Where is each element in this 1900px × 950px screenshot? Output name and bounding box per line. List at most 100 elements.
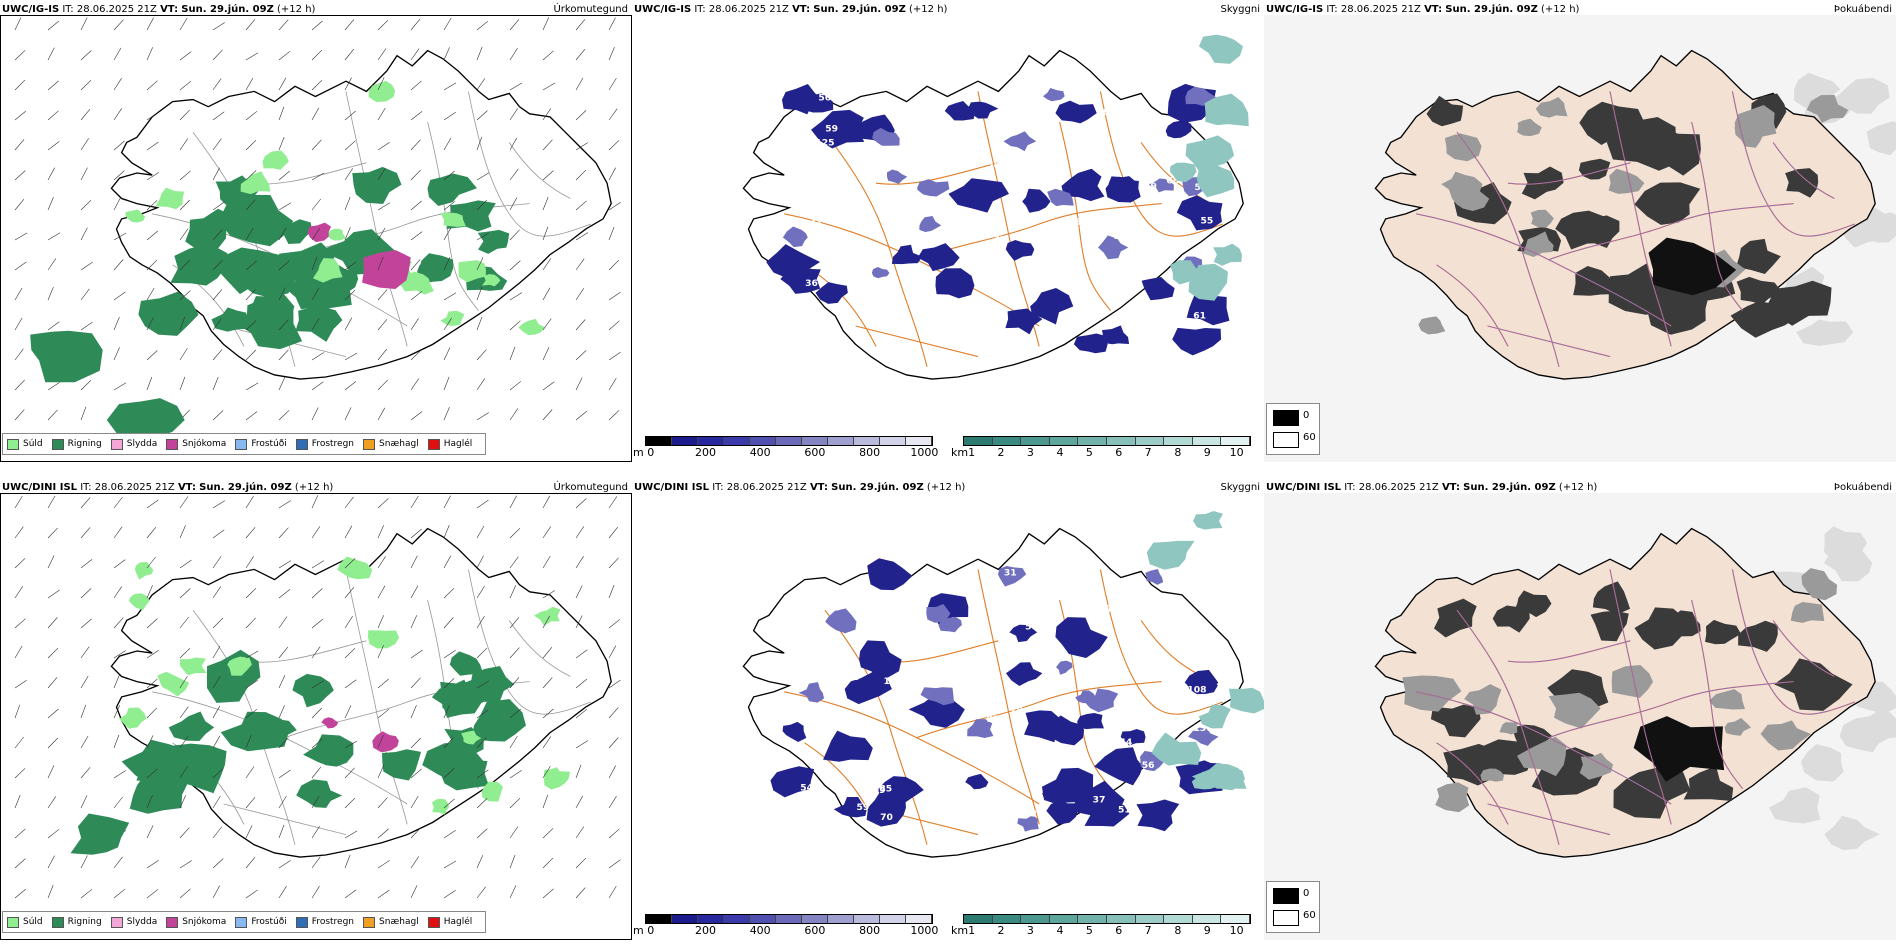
low-visibility-area: [1198, 34, 1243, 64]
legend-swatch: [295, 916, 308, 928]
drizzle-area: [461, 730, 482, 745]
wind-barb: [575, 826, 585, 839]
fog-legend-label: 0: [1303, 410, 1310, 421]
wind-barb: [608, 77, 617, 91]
ceiling-value-label: 61: [1103, 107, 1116, 118]
sea-fog-patch: [1824, 815, 1880, 851]
wind-barb: [608, 584, 615, 599]
ceiling-value-label: 96: [1044, 170, 1057, 181]
ceiling-area-light: [920, 687, 955, 706]
wind-barb: [113, 888, 126, 899]
wind-barb: [146, 259, 158, 271]
wind-barb: [476, 555, 484, 569]
wind-barb: [509, 381, 522, 391]
wind-barb: [476, 855, 484, 869]
fog-index-dark: [1683, 766, 1734, 801]
wind-barb: [278, 675, 286, 689]
wind-barb: [410, 528, 422, 539]
river-line: [1507, 640, 1631, 663]
wind-barb: [377, 525, 384, 539]
ceiling-value-label: 63: [1113, 231, 1126, 242]
river-line: [1456, 132, 1560, 367]
legend-label: Slydda: [126, 439, 158, 449]
lead-time: (+12 h): [1558, 482, 1598, 493]
legend-label: Haglél: [443, 439, 473, 449]
wind-barb: [47, 110, 59, 121]
colorbar-segment: [992, 437, 1022, 445]
wind-barb: [542, 108, 552, 121]
ceiling-area-light: [872, 127, 900, 146]
fog-index-mid: [1724, 718, 1752, 736]
wind-barb: [179, 616, 189, 629]
colorbar-unit: km: [951, 924, 969, 937]
wind-barb: [509, 797, 521, 809]
ceiling-area-light: [1017, 815, 1039, 832]
fog-index-mid: [1608, 168, 1645, 194]
colorbar-segment: [1192, 437, 1222, 445]
wind-barb: [344, 705, 352, 719]
wind-barb: [245, 797, 256, 809]
terrain-contour: [467, 91, 591, 237]
sea-fog-patch: [1769, 787, 1821, 824]
wind-barb: [410, 795, 419, 809]
wind-barb: [575, 410, 587, 421]
colorbar-tick-label: 7: [1144, 446, 1152, 459]
ceiling-area-light: [887, 169, 908, 184]
low-ceiling-area: [844, 671, 892, 705]
wind-barb: [377, 734, 384, 749]
map-canvas[interactable]: 6985778854130353772744970523647615655567…: [632, 478, 1264, 940]
low-visibility-area: [1170, 162, 1197, 183]
wind-barb: [443, 376, 450, 391]
wind-barb: [113, 617, 124, 629]
wind-barb: [509, 260, 521, 271]
wind-barb: [14, 50, 26, 61]
wind-barb: [80, 227, 88, 241]
colorbar-segment: [1078, 437, 1107, 445]
wind-barb: [410, 677, 421, 689]
wind-barb: [113, 770, 126, 779]
ceiling-area-light: [782, 226, 808, 248]
wind-barb: [410, 768, 422, 779]
ceiling-value-label: 58: [987, 160, 1000, 171]
wind-barb: [146, 200, 158, 211]
fog-index-mid: [1464, 684, 1502, 715]
drizzle-area: [518, 318, 546, 336]
wind-barb: [113, 47, 122, 61]
wind-barb: [179, 376, 186, 391]
wind-barb: [212, 500, 226, 509]
map-canvas[interactable]: [1264, 0, 1896, 462]
wind-barb: [113, 526, 123, 539]
wind-barb: [542, 50, 554, 61]
wind-barb: [212, 138, 222, 151]
ceiling-value-label: 136: [1193, 723, 1212, 734]
wind-barb: [179, 109, 190, 121]
ceiling-value-label: 56: [1142, 760, 1155, 771]
wind-barb: [146, 47, 153, 61]
map-canvas[interactable]: 6193736041313961503656495246615048606845…: [632, 0, 1264, 462]
drizzle-area: [368, 630, 400, 649]
wind-barb: [212, 529, 225, 539]
colorbar-tick-label: 7: [1144, 924, 1152, 937]
wind-barb: [245, 825, 253, 839]
river-line: [1436, 264, 1509, 347]
init-time-label: IT:: [62, 4, 74, 15]
low-ceiling-area: [1120, 729, 1146, 746]
map-canvas[interactable]: [1264, 478, 1896, 940]
colorbar-segment: [672, 437, 698, 445]
wind-barb: [443, 704, 450, 719]
legend-label: Frostúði: [251, 917, 287, 927]
ceiling-area-light: [1003, 131, 1037, 152]
colorbar-segment: [906, 915, 932, 923]
fog-index-mid: [1480, 768, 1505, 782]
wind-barb: [47, 20, 59, 31]
wind-barb: [377, 860, 390, 869]
legend-swatch: [7, 438, 19, 450]
panel-header: UWC/IG-IS IT: 28.06.2025 21Z VT: Sun. 29…: [634, 4, 947, 15]
terrain-contour: [467, 569, 591, 715]
ceiling-area-light: [871, 266, 890, 279]
ceiling-area-light: [1042, 88, 1065, 102]
colorbar-segment: [1135, 437, 1165, 445]
map-canvas[interactable]: [0, 0, 632, 462]
wind-barb: [278, 737, 289, 749]
map-canvas[interactable]: [0, 478, 632, 940]
